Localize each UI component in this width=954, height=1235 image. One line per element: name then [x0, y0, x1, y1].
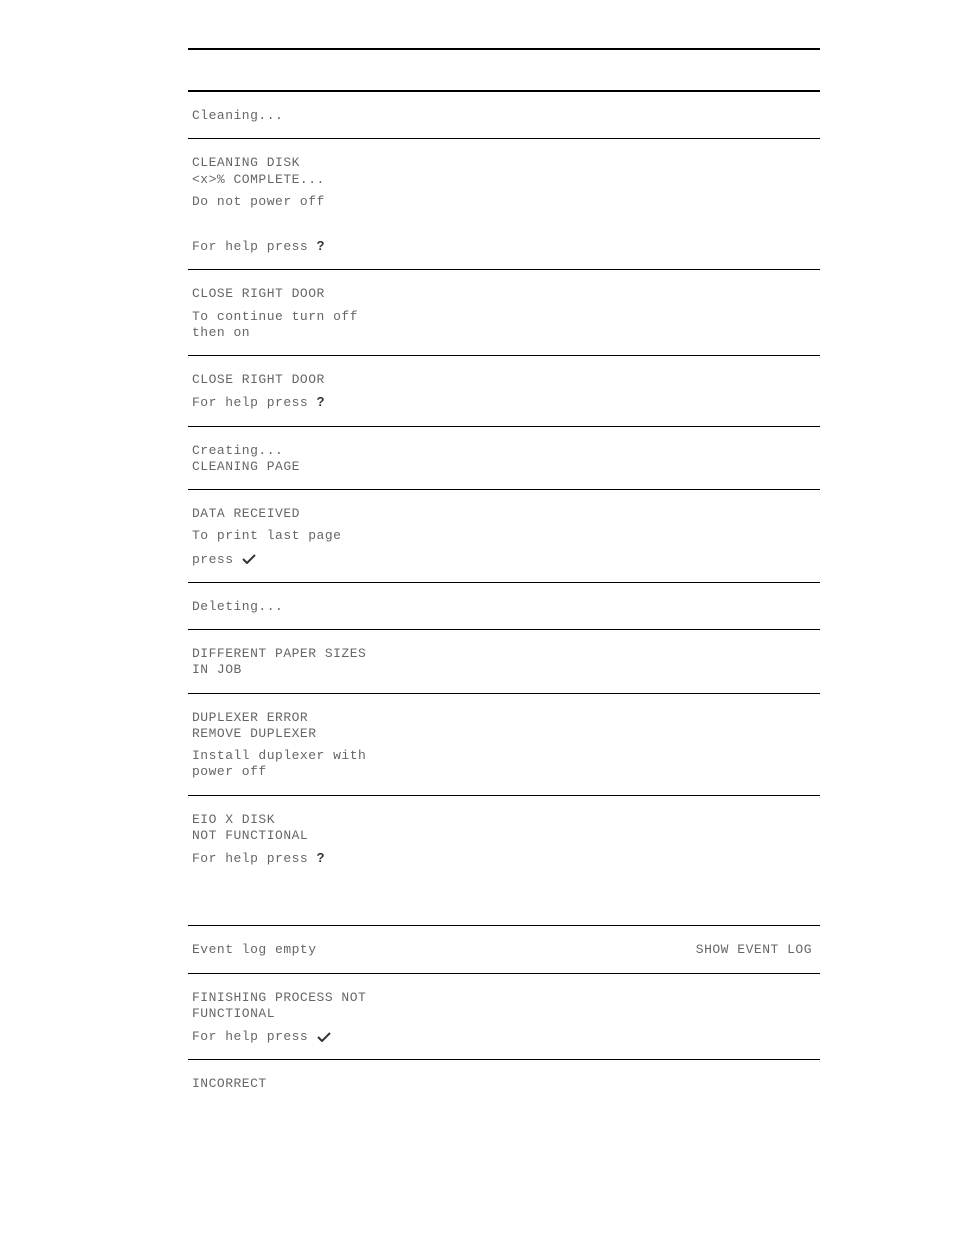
message-entry: CLOSE RIGHT DOOR For help press ?: [188, 356, 820, 426]
message-text: CLEANING PAGE: [192, 459, 816, 475]
message-entry: Event log empty SHOW EVENT LOG: [188, 926, 820, 972]
message-text: IN JOB: [192, 662, 816, 678]
message-entry: CLEANING DISK<x>% COMPLETE... Do not powe…: [188, 139, 820, 269]
message-entry: Cleaning...: [188, 92, 820, 138]
help-line: For help press ?: [192, 394, 816, 411]
spacer: [188, 881, 820, 925]
question-icon: ?: [317, 850, 325, 865]
message-text: Creating...: [192, 443, 816, 459]
message-text: Cleaning...: [192, 108, 816, 124]
message-text: then on: [192, 325, 816, 341]
check-icon: [242, 551, 256, 566]
help-line: press: [192, 551, 816, 568]
message-list: Cleaning... CLEANING DISK<x>% COMPLETE...…: [188, 48, 820, 1107]
help-prefix: For help press: [192, 1029, 317, 1044]
message-right: SHOW EVENT LOG: [696, 942, 816, 958]
spacer: [188, 50, 820, 90]
message-entry: FINISHING PROCESS NOTFUNCTIONAL For help …: [188, 974, 820, 1060]
message-text: To print last page: [192, 528, 816, 544]
page: Cleaning... CLEANING DISK<x>% COMPLETE...…: [0, 0, 954, 1235]
message-text: CLOSE RIGHT DOOR: [192, 286, 816, 302]
message-entry: EIO X DISKNOT FUNCTIONAL For help press ?: [188, 796, 820, 882]
help-prefix: For help press: [192, 851, 317, 866]
message-text: CLOSE RIGHT DOOR: [192, 372, 816, 388]
help-prefix: press: [192, 552, 242, 567]
message-text: NOT FUNCTIONAL: [192, 828, 816, 844]
message-text: INCORRECT: [192, 1076, 816, 1092]
message-entry: DATA RECEIVED To print last page press: [188, 490, 820, 582]
message-text: REMOVE DUPLEXER: [192, 726, 816, 742]
help-prefix: For help press: [192, 239, 317, 254]
message-entry: Creating...CLEANING PAGE: [188, 427, 820, 490]
message-entry: INCORRECT: [188, 1060, 820, 1106]
check-icon: [317, 1028, 331, 1043]
message-entry: CLOSE RIGHT DOOR To continue turn offthen…: [188, 270, 820, 355]
message-text: Event log empty: [192, 942, 317, 958]
message-entry: Deleting...: [188, 583, 820, 629]
message-text: CLEANING DISK: [192, 155, 816, 171]
help-prefix: For help press: [192, 395, 317, 410]
message-text: FINISHING PROCESS NOT: [192, 990, 816, 1006]
question-icon: ?: [317, 238, 325, 253]
question-icon: ?: [317, 394, 325, 409]
message-text: <x>% COMPLETE...: [192, 172, 816, 188]
message-text: DUPLEXER ERROR: [192, 710, 816, 726]
help-line: For help press: [192, 1028, 816, 1045]
help-line: For help press ?: [192, 850, 816, 867]
message-text: power off: [192, 764, 816, 780]
message-text: Deleting...: [192, 599, 816, 615]
help-line: For help press ?: [192, 238, 816, 255]
two-col-row: Event log empty SHOW EVENT LOG: [192, 942, 816, 958]
message-text: Do not power off: [192, 194, 816, 210]
message-text: To continue turn off: [192, 309, 816, 325]
message-entry: DUPLEXER ERRORREMOVE DUPLEXER Install dup…: [188, 694, 820, 795]
message-text: DATA RECEIVED: [192, 506, 816, 522]
message-text: DIFFERENT PAPER SIZES: [192, 646, 816, 662]
message-text: FUNCTIONAL: [192, 1006, 816, 1022]
message-entry: DIFFERENT PAPER SIZESIN JOB: [188, 630, 820, 693]
message-text: Install duplexer with: [192, 748, 816, 764]
message-text: EIO X DISK: [192, 812, 816, 828]
